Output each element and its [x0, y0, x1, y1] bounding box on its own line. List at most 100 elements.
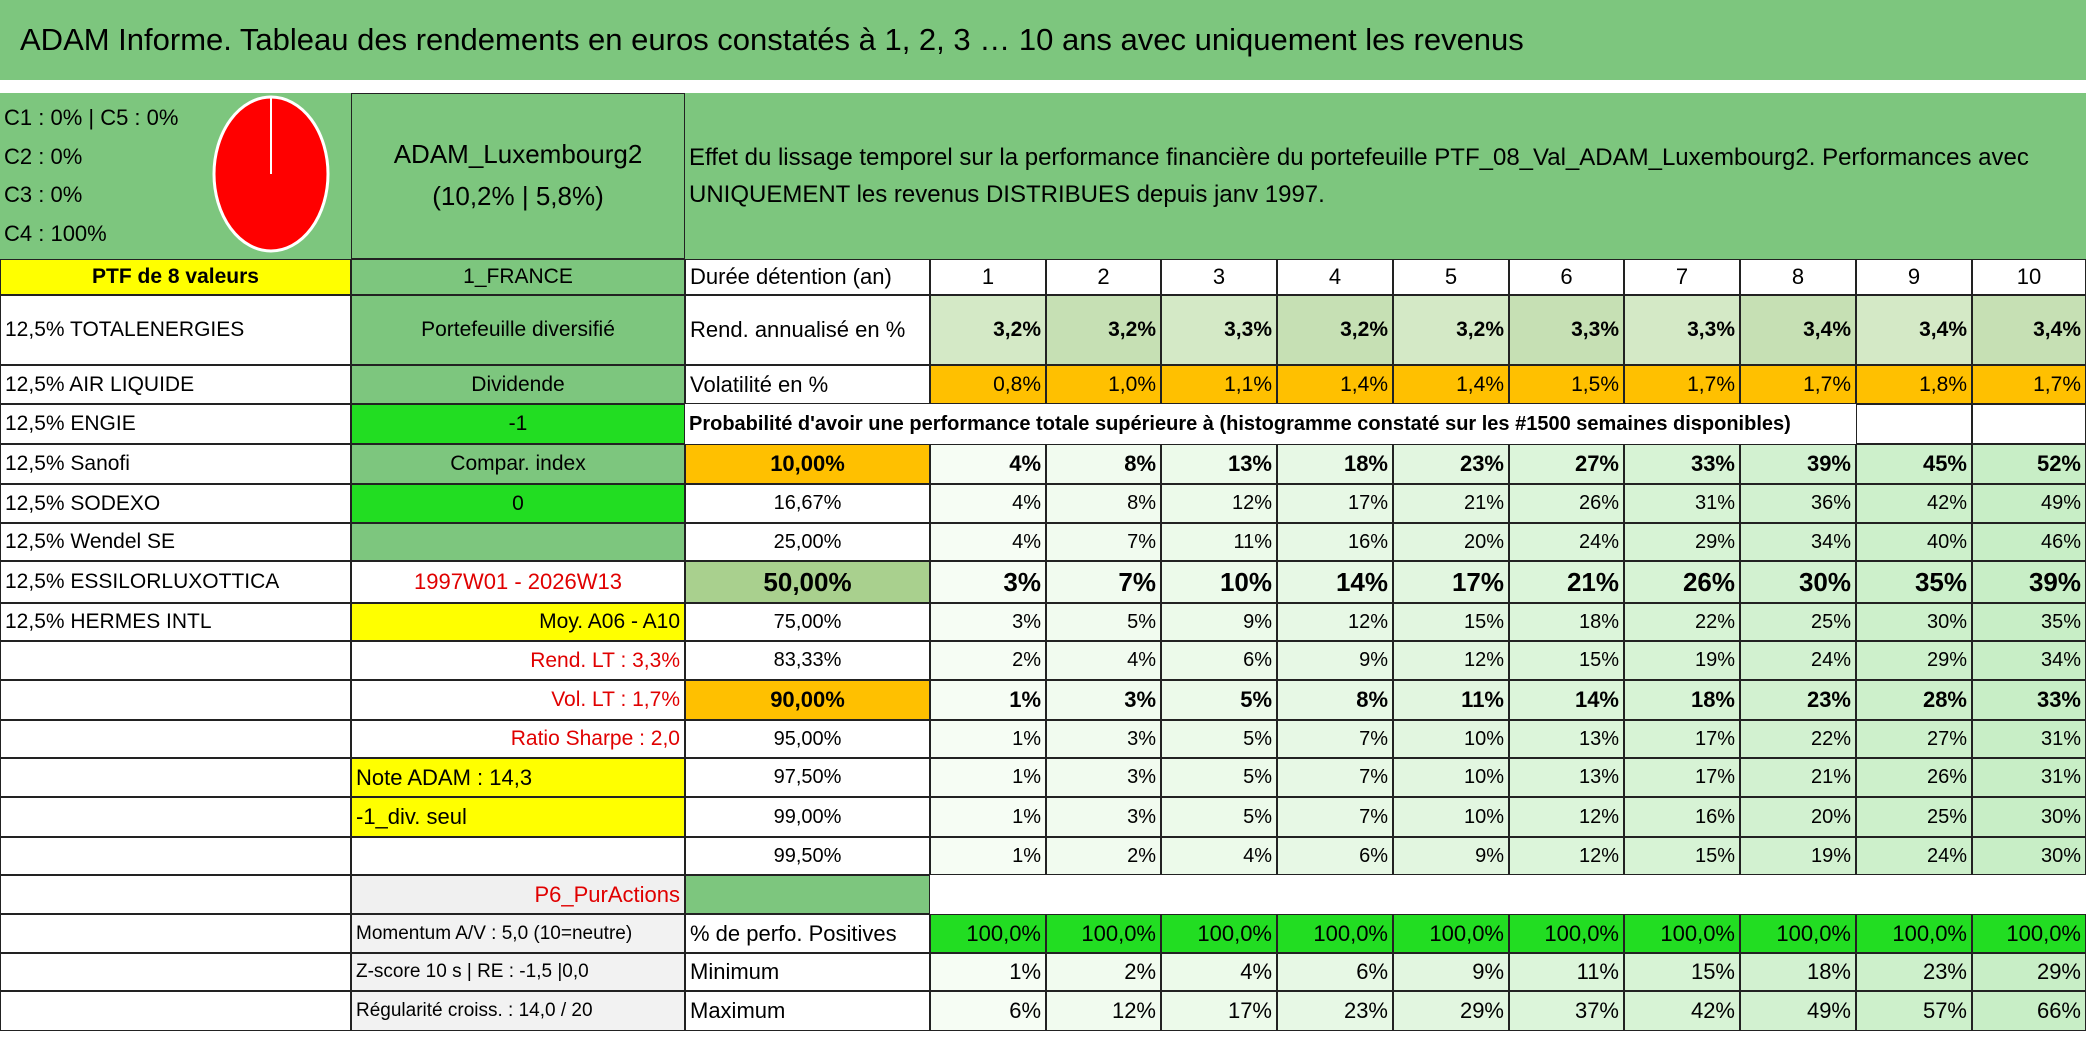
- empty-cell: [0, 680, 351, 720]
- threshold: 10,00%: [685, 444, 930, 484]
- probability-value: 6%: [1277, 837, 1393, 875]
- probability-value: 12%: [1277, 603, 1393, 641]
- allocation-legend: C1 : 0% | C5 : 0% C2 : 0% C3 : 0% C4 : 100%: [0, 93, 351, 259]
- empty-cell: [0, 914, 351, 953]
- threshold: 50,00%: [685, 561, 930, 603]
- stat-value: 15%: [1624, 953, 1740, 991]
- probability-value: 4%: [930, 444, 1046, 484]
- probability-value: 3%: [1046, 758, 1161, 797]
- probability-value: 20%: [1393, 523, 1509, 561]
- stat-value: 12%: [1046, 991, 1161, 1031]
- probability-value: 34%: [1740, 523, 1856, 561]
- year-header: 2: [1046, 259, 1161, 295]
- probability-value: 14%: [1277, 561, 1393, 603]
- probability-value: 30%: [1740, 561, 1856, 603]
- return-value: 3,3%: [1624, 295, 1740, 365]
- holding: 12,5% Wendel SE: [0, 523, 351, 561]
- probability-value: 3%: [1046, 680, 1161, 720]
- stat-value: 66%: [1972, 991, 2086, 1031]
- probability-value: 36%: [1740, 484, 1856, 523]
- probability-value: 26%: [1509, 484, 1624, 523]
- probability-value: 5%: [1161, 720, 1277, 758]
- probability-value: 30%: [1856, 603, 1972, 641]
- probability-value: 35%: [1972, 603, 2086, 641]
- info-cell: 0: [351, 484, 685, 523]
- empty-cell: [0, 758, 351, 797]
- probability-value: 13%: [1161, 444, 1277, 484]
- allocation-pie: [212, 95, 330, 253]
- probability-value: 42%: [1856, 484, 1972, 523]
- probability-value: 23%: [1393, 444, 1509, 484]
- holding: 12,5% ENGIE: [0, 404, 351, 444]
- empty-cell: [0, 720, 351, 758]
- probability-value: 9%: [1161, 603, 1277, 641]
- stat-value: 29%: [1393, 991, 1509, 1031]
- probability-value: 15%: [1624, 837, 1740, 875]
- stat-value: 23%: [1277, 991, 1393, 1031]
- portfolio: ADAM_Luxembourg2 (10,2% | 5,8%): [351, 93, 685, 259]
- return-value: 3,4%: [1856, 295, 1972, 365]
- probability-value: 26%: [1624, 561, 1740, 603]
- description: Effet du lissage temporel sur la perform…: [685, 93, 2086, 259]
- probability-value: 7%: [1277, 720, 1393, 758]
- probability-value: 8%: [1046, 444, 1161, 484]
- portfolio-text: (10,2% | 5,8%): [432, 181, 604, 211]
- probability-value: 12%: [1161, 484, 1277, 523]
- probability-value: 9%: [1393, 837, 1509, 875]
- stat-value: 100,0%: [930, 914, 1046, 953]
- probability-value: 29%: [1624, 523, 1740, 561]
- stat-value: 17%: [1161, 991, 1277, 1031]
- probability-value: 5%: [1161, 680, 1277, 720]
- probability-value: 1%: [930, 758, 1046, 797]
- probability-value: 4%: [930, 484, 1046, 523]
- stat-value: 42%: [1624, 991, 1740, 1031]
- probability-value: 6%: [1161, 641, 1277, 680]
- row-label: Maximum: [685, 991, 930, 1031]
- probability-value: 12%: [1393, 641, 1509, 680]
- probability-value: 14%: [1509, 680, 1624, 720]
- holding: 12,5% Sanofi: [0, 444, 351, 484]
- probability-value: 19%: [1740, 837, 1856, 875]
- probability-value: 7%: [1277, 797, 1393, 837]
- probability-value: 31%: [1972, 720, 2086, 758]
- empty-cell: [1856, 404, 1972, 444]
- probability-value: 8%: [1277, 680, 1393, 720]
- empty-cell: [0, 797, 351, 837]
- probability-value: 1%: [930, 797, 1046, 837]
- probability-value: 1%: [930, 720, 1046, 758]
- probability-title: Probabilité d'avoir une performance tota…: [689, 412, 1791, 435]
- stat-value: 49%: [1740, 991, 1856, 1031]
- info-cell: Portefeuille diversifié: [351, 295, 685, 365]
- probability-value: 49%: [1972, 484, 2086, 523]
- year-header: 7: [1624, 259, 1740, 295]
- stat-value: 18%: [1740, 953, 1856, 991]
- probability-value: 13%: [1509, 720, 1624, 758]
- probability-value: 15%: [1393, 603, 1509, 641]
- probability-value: 18%: [1509, 603, 1624, 641]
- info-cell: Z-score 10 s | RE : -1,5 |0,0: [351, 953, 685, 991]
- stat-value: 100,0%: [1509, 914, 1624, 953]
- return-value: 3,2%: [930, 295, 1046, 365]
- row-label: % de perfo. Positives: [685, 914, 930, 953]
- allocation-item: C1 : 0% | C5 : 0%: [4, 105, 179, 131]
- year-header: 9: [1856, 259, 1972, 295]
- info-cell: 1997W01 - 2026W13: [351, 561, 685, 603]
- probability-value: 28%: [1856, 680, 1972, 720]
- stat-value: 100,0%: [1972, 914, 2086, 953]
- probability-value: 17%: [1624, 758, 1740, 797]
- probability-value: 16%: [1624, 797, 1740, 837]
- probability-value: 12%: [1509, 797, 1624, 837]
- row-label: Minimum: [685, 953, 930, 991]
- probability-value: 24%: [1856, 837, 1972, 875]
- empty-cell: [0, 953, 351, 991]
- return-value: 3,4%: [1972, 295, 2086, 365]
- stat-value: 57%: [1856, 991, 1972, 1031]
- probability-value: 7%: [1046, 561, 1161, 603]
- probability-value: 21%: [1740, 758, 1856, 797]
- volatility-value: 1,7%: [1972, 365, 2086, 404]
- probability-value: 22%: [1740, 720, 1856, 758]
- probability-value: 22%: [1624, 603, 1740, 641]
- allocation-item: C2 : 0%: [4, 143, 83, 169]
- probability-value: 26%: [1856, 758, 1972, 797]
- info-cell: 1_FRANCE: [351, 259, 685, 295]
